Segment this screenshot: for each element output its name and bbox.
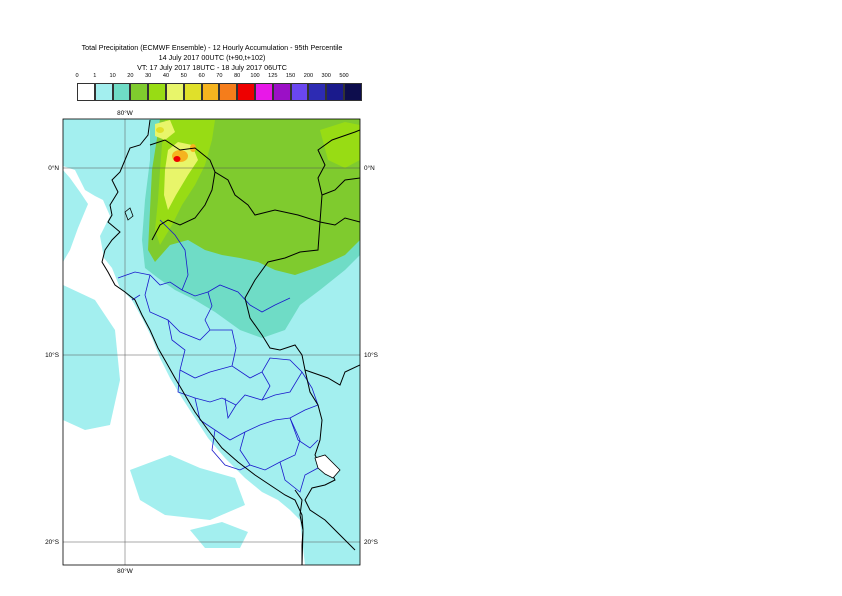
lake-titicaca bbox=[314, 454, 341, 479]
title-line-2: 14 July 2017 00UTC (t+90,t+102) bbox=[158, 53, 266, 62]
lat-label-right: 10°S bbox=[364, 351, 378, 359]
admin-borders bbox=[117, 219, 319, 493]
title-line-1: Total Precipitation (ECMWF Ensemble) - 1… bbox=[81, 43, 343, 52]
precip-band-50-60 bbox=[156, 127, 164, 133]
legend-label: 70 bbox=[216, 73, 223, 79]
lat-label-right: 20°S bbox=[364, 538, 378, 546]
lat-label-left: 20°S bbox=[45, 538, 59, 546]
lon-label-top: 80°W bbox=[117, 109, 134, 117]
legend-swatch bbox=[344, 83, 362, 101]
legend-swatch bbox=[255, 83, 273, 101]
legend-label: 30 bbox=[145, 73, 152, 79]
lat-label-right: 0°N bbox=[364, 164, 375, 172]
chart-title: Total Precipitation (ECMWF Ensemble) - 1… bbox=[0, 43, 424, 73]
legend-label: 1 bbox=[93, 73, 97, 79]
title-line-3: VT: 17 July 2017 18UTC - 18 July 2017 06… bbox=[137, 63, 287, 72]
legend-label: 20 bbox=[127, 73, 134, 79]
coastline bbox=[101, 119, 304, 565]
ocean-wisp bbox=[190, 522, 248, 548]
legend-label: 80 bbox=[234, 73, 241, 79]
precip-band-80-100 bbox=[173, 156, 181, 162]
legend-swatch bbox=[201, 83, 220, 101]
legend-swatch bbox=[183, 83, 202, 101]
legend-swatch bbox=[272, 83, 291, 101]
precipitation-legend: 0 1 10 20 30 40 50 60 70 80 100 125 150 200 300 500 bbox=[74, 73, 362, 105]
legend-swatch bbox=[326, 83, 344, 101]
lat-label-left: 0°N bbox=[48, 164, 59, 172]
legend-swatch bbox=[130, 83, 149, 101]
legend-swatch bbox=[237, 83, 255, 101]
lon-label-bottom: 80°W bbox=[117, 567, 134, 575]
legend-label: 50 bbox=[180, 73, 187, 79]
ocean-wisp bbox=[65, 128, 88, 160]
legend-swatch bbox=[166, 83, 184, 101]
legend-swatch bbox=[290, 83, 309, 101]
map-frame bbox=[62, 118, 361, 566]
legend-label: 0 bbox=[75, 73, 79, 79]
legend-label: 10 bbox=[109, 73, 116, 79]
legend-label: 40 bbox=[162, 73, 170, 79]
precip-band-40-50 bbox=[164, 142, 198, 210]
legend-swatch bbox=[94, 83, 113, 101]
ocean-wisp bbox=[130, 455, 245, 520]
legend-label: 100 bbox=[250, 73, 260, 79]
legend-label: 200 bbox=[303, 73, 314, 79]
legend-swatch bbox=[77, 83, 95, 101]
legend-label: 125 bbox=[268, 73, 278, 79]
legend-swatch bbox=[148, 83, 166, 101]
legend-label: 300 bbox=[321, 73, 331, 79]
legend-swatch bbox=[112, 83, 131, 101]
legend-label: 500 bbox=[339, 73, 349, 79]
precip-band-40-50 bbox=[155, 120, 175, 140]
no-precip-ocean bbox=[63, 166, 305, 565]
legend-label: 150 bbox=[285, 73, 296, 79]
legend-label: 60 bbox=[198, 73, 205, 79]
island bbox=[124, 207, 134, 221]
legend-swatch bbox=[219, 83, 238, 101]
legend-swatch bbox=[308, 83, 327, 101]
lat-label-left: 10°S bbox=[45, 351, 59, 359]
ocean-wisp bbox=[63, 285, 120, 430]
ocean-wisp bbox=[63, 170, 88, 262]
